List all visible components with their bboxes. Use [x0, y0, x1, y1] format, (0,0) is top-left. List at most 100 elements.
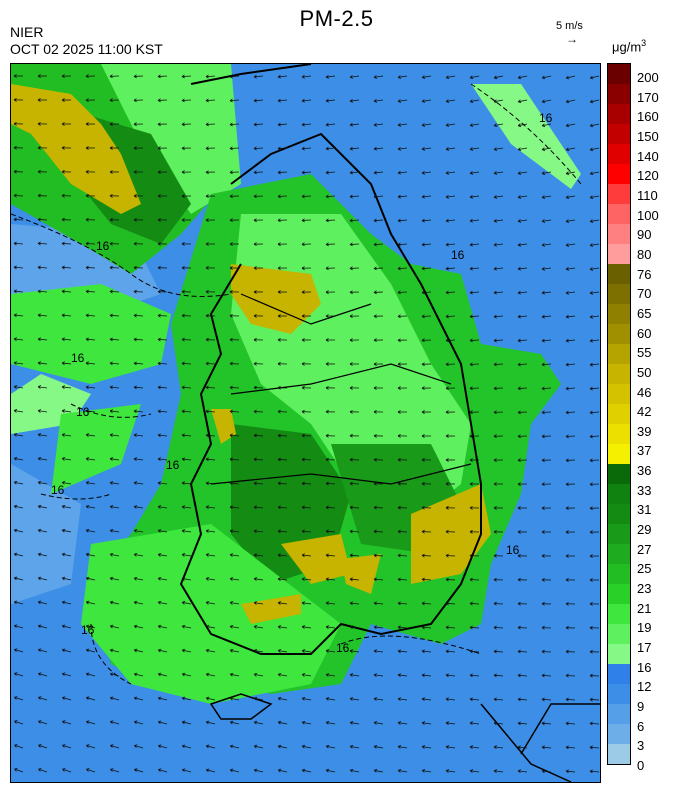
- wind-arrow: [182, 697, 192, 701]
- wind-arrow-head: [181, 624, 186, 629]
- wind-arrow-head: [301, 625, 306, 629]
- wind-arrow: [14, 529, 24, 533]
- wind-arrow: [254, 769, 264, 773]
- wind-arrow: [565, 435, 576, 437]
- wind-arrow-head: [445, 218, 449, 223]
- wind-arrow-head: [109, 481, 114, 485]
- wind-arrow: [181, 386, 192, 389]
- wind-arrow: [422, 650, 432, 653]
- wind-arrow-head: [277, 290, 281, 294]
- wind-arrow-head: [301, 338, 305, 342]
- wind-arrow: [38, 362, 48, 365]
- wind-arrow-head: [565, 410, 569, 415]
- wind-arrow-head: [421, 290, 425, 295]
- wind-arrow-head: [85, 576, 90, 581]
- wind-arrow-head: [445, 410, 449, 415]
- wind-arrow: [301, 171, 312, 174]
- wind-arrow-head: [157, 218, 161, 222]
- wind-arrow-head: [397, 625, 401, 630]
- wind-arrow: [278, 99, 288, 102]
- wind-arrow: [421, 578, 432, 581]
- wind-arrow: [421, 267, 432, 270]
- wind-arrow-head: [205, 146, 209, 151]
- wind-arrow: [589, 435, 600, 438]
- wind-arrow-head: [541, 386, 545, 391]
- wind-arrow-head: [517, 266, 521, 271]
- wind-arrow: [373, 530, 384, 533]
- pm25-colorbar: [607, 63, 631, 765]
- wind-arrow: [398, 746, 408, 749]
- wind-arrow-head: [229, 481, 233, 486]
- wind-arrow-head: [541, 338, 545, 343]
- wind-arrow-head: [277, 146, 281, 151]
- wind-arrow-head: [469, 99, 474, 104]
- wind-arrow-head: [469, 171, 474, 175]
- wind-arrow-head: [517, 721, 521, 726]
- wind-arrow-head: [589, 482, 593, 487]
- wind-arrow: [158, 554, 168, 557]
- wind-arrow-head: [205, 505, 209, 510]
- wind-arrow: [518, 722, 528, 725]
- wind-arrow-head: [181, 194, 185, 198]
- wind-arrow-head: [37, 409, 42, 413]
- wind-arrow: [422, 195, 432, 198]
- wind-arrow-head: [61, 385, 65, 389]
- wind-arrow-head: [469, 649, 473, 654]
- wind-arrow: [374, 769, 384, 773]
- wind-arrow-head: [493, 434, 497, 439]
- wind-arrow-head: [517, 386, 521, 391]
- wind-arrow: [206, 482, 216, 485]
- contour-label: 16: [81, 623, 95, 637]
- wind-arrow: [397, 554, 408, 557]
- wind-arrow-head: [517, 625, 521, 630]
- wind-arrow: [542, 147, 552, 151]
- colorbar-tick-label: 200: [637, 70, 659, 85]
- wind-arrow-head: [13, 385, 18, 389]
- wind-arrow: [493, 339, 504, 342]
- wind-arrow: [229, 123, 240, 126]
- wind-arrow: [253, 123, 264, 126]
- wind-arrow-head: [397, 99, 402, 103]
- wind-arrow: [589, 722, 600, 725]
- wind-arrow-head: [445, 505, 449, 510]
- wind-arrow: [62, 625, 72, 629]
- wind-arrow-head: [421, 481, 425, 486]
- wind-arrow-head: [109, 624, 114, 629]
- wind-arrow-head: [493, 529, 497, 534]
- wind-arrow: [542, 267, 552, 270]
- wind-arrow: [350, 722, 360, 725]
- wind-arrow: [61, 266, 72, 269]
- wind-arrow-head: [589, 530, 593, 535]
- wind-arrow-head: [421, 99, 426, 103]
- wind-arrow-head: [349, 122, 353, 127]
- wind-arrow: [38, 625, 48, 629]
- wind-arrow-head: [397, 745, 402, 749]
- wind-arrow-head: [349, 386, 353, 390]
- wind-arrow-head: [373, 290, 377, 295]
- wind-arrow: [86, 553, 96, 557]
- wind-arrow: [62, 744, 72, 749]
- wind-arrow-head: [85, 337, 89, 342]
- wind-arrow-head: [277, 457, 281, 462]
- wind-arrow: [325, 195, 336, 198]
- wind-arrow-head: [13, 480, 18, 485]
- wind-arrow: [37, 242, 48, 245]
- wind-arrow: [230, 75, 240, 78]
- wind-arrow: [205, 386, 216, 389]
- wind-arrow: [278, 530, 288, 533]
- wind-arrow-head: [517, 99, 522, 104]
- wind-arrow-head: [469, 410, 473, 415]
- wind-arrow: [254, 506, 264, 509]
- wind-arrow-head: [85, 169, 89, 174]
- colorbar-tick-label: 27: [637, 541, 652, 557]
- wind-arrow-head: [38, 672, 42, 676]
- wind-arrow: [302, 721, 312, 725]
- wind-arrow-head: [205, 672, 210, 677]
- wind-arrow-head: [157, 98, 161, 103]
- wind-arrow-head: [349, 744, 354, 749]
- wind-arrow: [134, 530, 144, 533]
- wind-arrow: [86, 744, 96, 749]
- wind-arrow-head: [181, 481, 185, 486]
- wind-arrow-head: [277, 74, 281, 79]
- wind-arrow: [62, 410, 72, 413]
